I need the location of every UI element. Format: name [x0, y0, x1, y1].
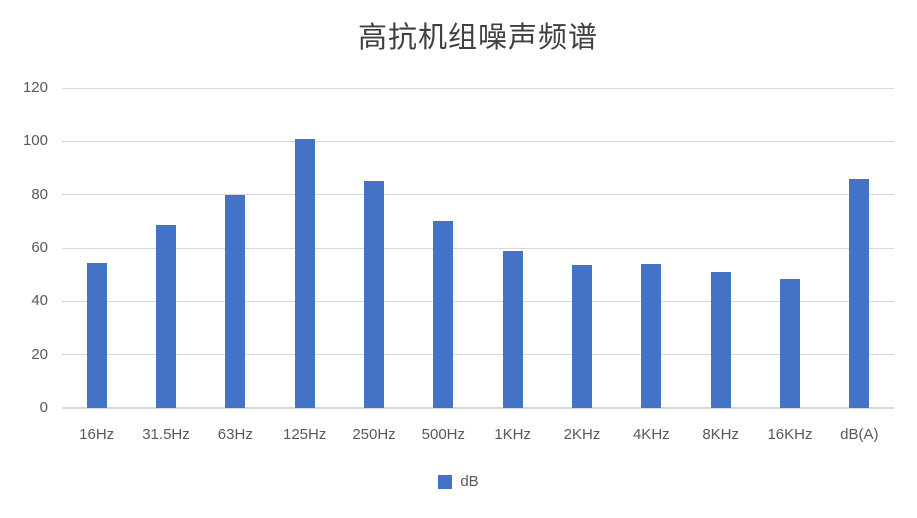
x-tick-label: 8KHz [702, 426, 739, 443]
bar [780, 278, 800, 408]
x-tick-label: 16KHz [767, 426, 813, 443]
y-tick-label: 0 [39, 399, 48, 416]
legend-label: dB [460, 473, 479, 490]
bar [294, 138, 315, 408]
y-tick-label: 20 [31, 345, 48, 363]
legend: dB [0, 471, 917, 493]
y-tick-label: 120 [22, 79, 48, 96]
x-tick-label: 250Hz [352, 426, 396, 443]
y-tick-label: 100 [22, 132, 48, 150]
bar [641, 264, 662, 408]
bar [849, 178, 870, 408]
bar [433, 221, 454, 408]
gridline [62, 140, 894, 142]
x-tick-label: dB(A) [840, 426, 879, 443]
y-tick-label: 40 [31, 292, 48, 310]
gridline [62, 300, 894, 302]
gridline [62, 87, 894, 89]
x-tick-label: 500Hz [421, 426, 465, 443]
bar [364, 181, 384, 408]
x-axis-labels: 16Hz 31.5Hz 63Hz 125Hz 250Hz 500Hz 1KHz 2KHz 4KH… [62, 424, 894, 446]
bar [710, 272, 731, 408]
x-axis-line [62, 407, 894, 409]
y-axis-labels: 0 20 40 60 80 100 120 [0, 79, 48, 416]
gridline [62, 354, 894, 356]
x-tick-label: 16Hz [79, 426, 115, 443]
y-tick-label: 60 [31, 239, 48, 256]
bar [225, 194, 246, 408]
bar [156, 225, 176, 408]
x-tick-label: 63Hz [217, 426, 253, 443]
bar [502, 250, 523, 408]
gridline [62, 247, 894, 249]
x-tick-label: 2KHz [563, 426, 601, 443]
chart-title: 高抗机组噪声频谱 [357, 22, 598, 54]
bar [86, 262, 107, 408]
plot-area [62, 87, 894, 409]
y-tick-label: 80 [31, 185, 48, 203]
bar [572, 265, 592, 408]
x-tick-label: 31.5Hz [142, 426, 190, 443]
x-tick-label: 1KHz [494, 426, 531, 443]
x-tick-label: 125Hz [282, 426, 327, 443]
x-tick-label: 4KHz [632, 426, 670, 443]
legend-swatch-icon [438, 475, 453, 489]
gridline [62, 194, 894, 196]
